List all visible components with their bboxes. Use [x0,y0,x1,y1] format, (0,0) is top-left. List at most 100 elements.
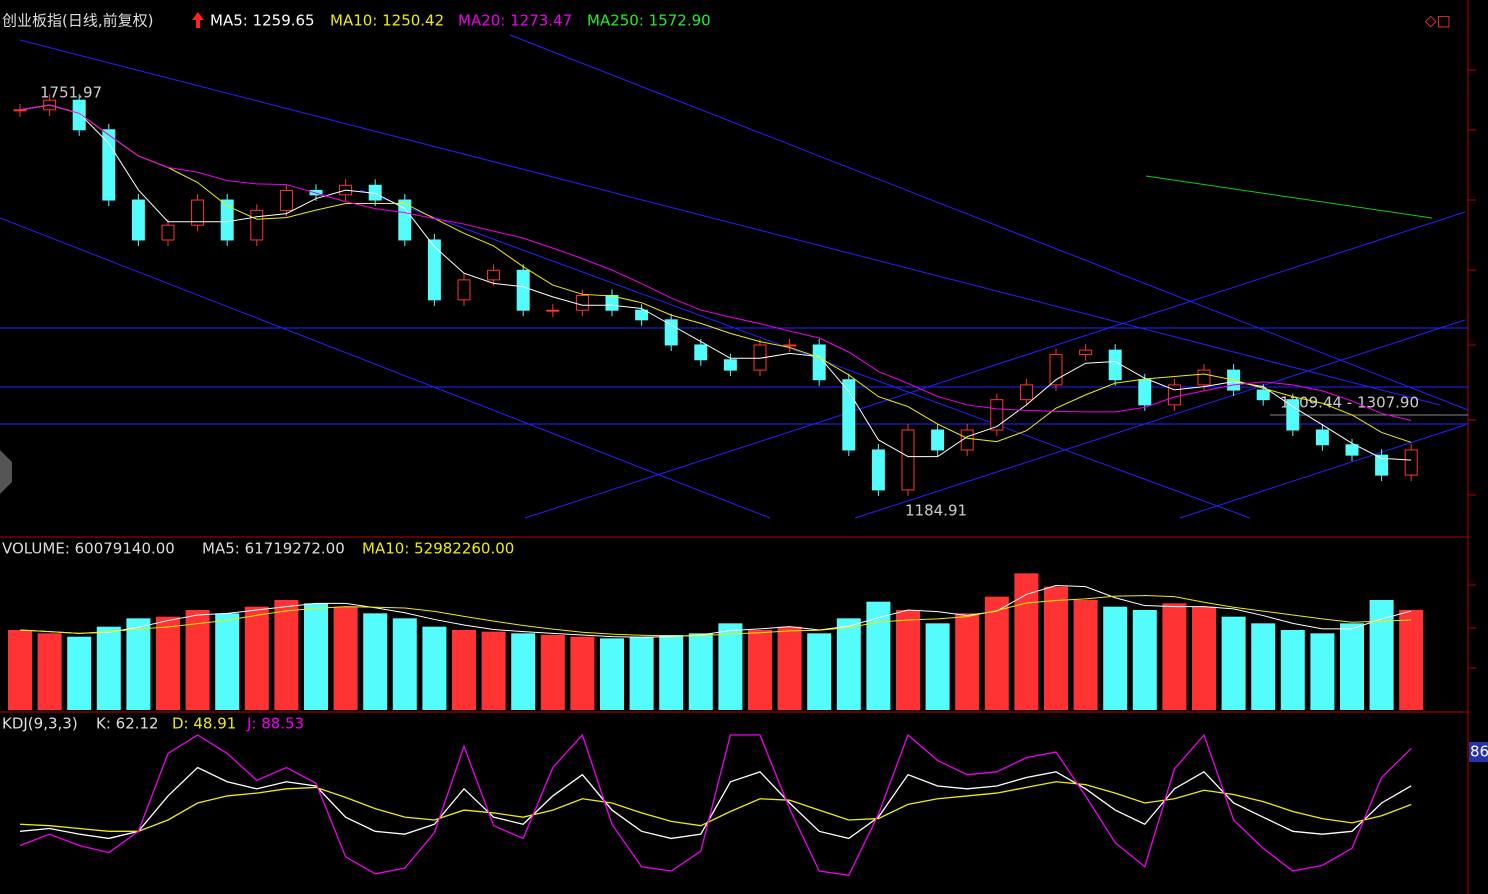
trend-line [854,319,1466,519]
candle [605,294,619,311]
volume-bar [925,623,950,710]
candle [575,294,589,311]
volume-ma-line [19,595,1412,637]
candle [250,209,264,241]
volume-bar [244,606,269,710]
trend-line [0,217,771,519]
volume-ma5: MA5: 61719272.00 [202,540,345,558]
volume-bar [600,638,624,710]
volume-label: VOLUME: 60079140.00 [2,540,175,558]
high-label: 1751.97 [40,84,102,102]
marker-label: 86 [1470,743,1488,761]
volume-bar [896,610,920,710]
volume-bar [955,613,980,710]
candle [191,199,205,226]
ma10: MA10: 1250.42 [330,12,444,30]
volume-bar [1192,606,1216,710]
candle [812,344,826,381]
volume-bar [1310,633,1335,710]
candle [516,269,530,311]
volume-bar [1014,573,1039,710]
volume-bar [1103,606,1128,710]
volume-bar [570,636,595,710]
candle [487,269,501,281]
volume-bar [185,610,210,710]
candle [1079,349,1093,356]
ma250-line [1145,175,1433,219]
ma5: MA5: 1259.65 [210,12,315,30]
candle [990,399,1004,431]
candle [960,429,974,451]
volume-ma10: MA10: 52982260.00 [362,540,514,558]
candle [1019,384,1033,401]
trend-line [1179,424,1466,519]
volume-bar [1280,630,1305,710]
volume-bar [304,603,328,710]
kdj-j-line [19,733,1412,876]
title: 创业板指(日线,前复权) [2,12,153,30]
candle [1049,354,1063,386]
volume-bar [1221,616,1246,710]
volume-bar [96,626,121,710]
kdj-d-line [19,781,1412,832]
candle [931,429,945,451]
candle [901,429,915,491]
trend-line [359,189,1251,519]
volume-bar [333,606,358,710]
window-icons[interactable]: ◇□ [1425,12,1451,30]
side-handle[interactable] [0,450,12,494]
candle [871,449,885,491]
volume-bar [274,600,299,710]
volume-bar [156,616,180,710]
candle [1256,389,1270,401]
volume-bar [1132,610,1157,710]
ma-line [19,104,1412,443]
candle [1138,379,1152,406]
volume-bar [718,623,743,710]
candle [1345,444,1359,456]
volume-bar [1162,603,1187,710]
kdj-k-line [19,766,1412,840]
volume-bar [452,630,476,710]
volume-bar [511,633,536,710]
volume-bar [748,630,772,710]
candle [161,224,175,241]
kdj-k: K: 62.12 [96,715,159,733]
volume-bar [540,635,565,710]
volume-ma-line [19,585,1412,638]
volume-bar [1251,623,1276,710]
volume-bar [392,618,417,710]
candle [1404,449,1418,476]
volume-bar [777,626,802,710]
volume-bar [836,618,861,710]
volume-bar [126,618,151,710]
volume-bar [37,633,62,710]
candle [457,279,471,301]
kdj-label: KDJ(9,3,3) [2,715,78,733]
ma250: MA250: 1572.90 [587,12,711,30]
trend-line [509,34,1469,411]
ma-line [19,104,1412,461]
kdj-d: D: 48.91 [172,715,236,733]
candle [1108,349,1122,381]
volume-bar [215,613,240,710]
marker-box [1469,742,1488,762]
candle [427,239,441,301]
candle [131,199,145,241]
volume-bar [67,636,92,710]
candle [635,309,649,321]
volume-bar [984,596,1009,710]
volume-bar [807,633,832,710]
volume-bar [688,633,713,710]
candle [664,319,678,346]
volume-bar [1073,600,1098,710]
candle [1286,399,1300,431]
volume-bar [422,626,447,710]
volume-bar [363,613,388,710]
candle [279,189,293,211]
volume-bar [481,631,506,710]
candle [1375,454,1389,476]
volume-bar [659,635,684,710]
